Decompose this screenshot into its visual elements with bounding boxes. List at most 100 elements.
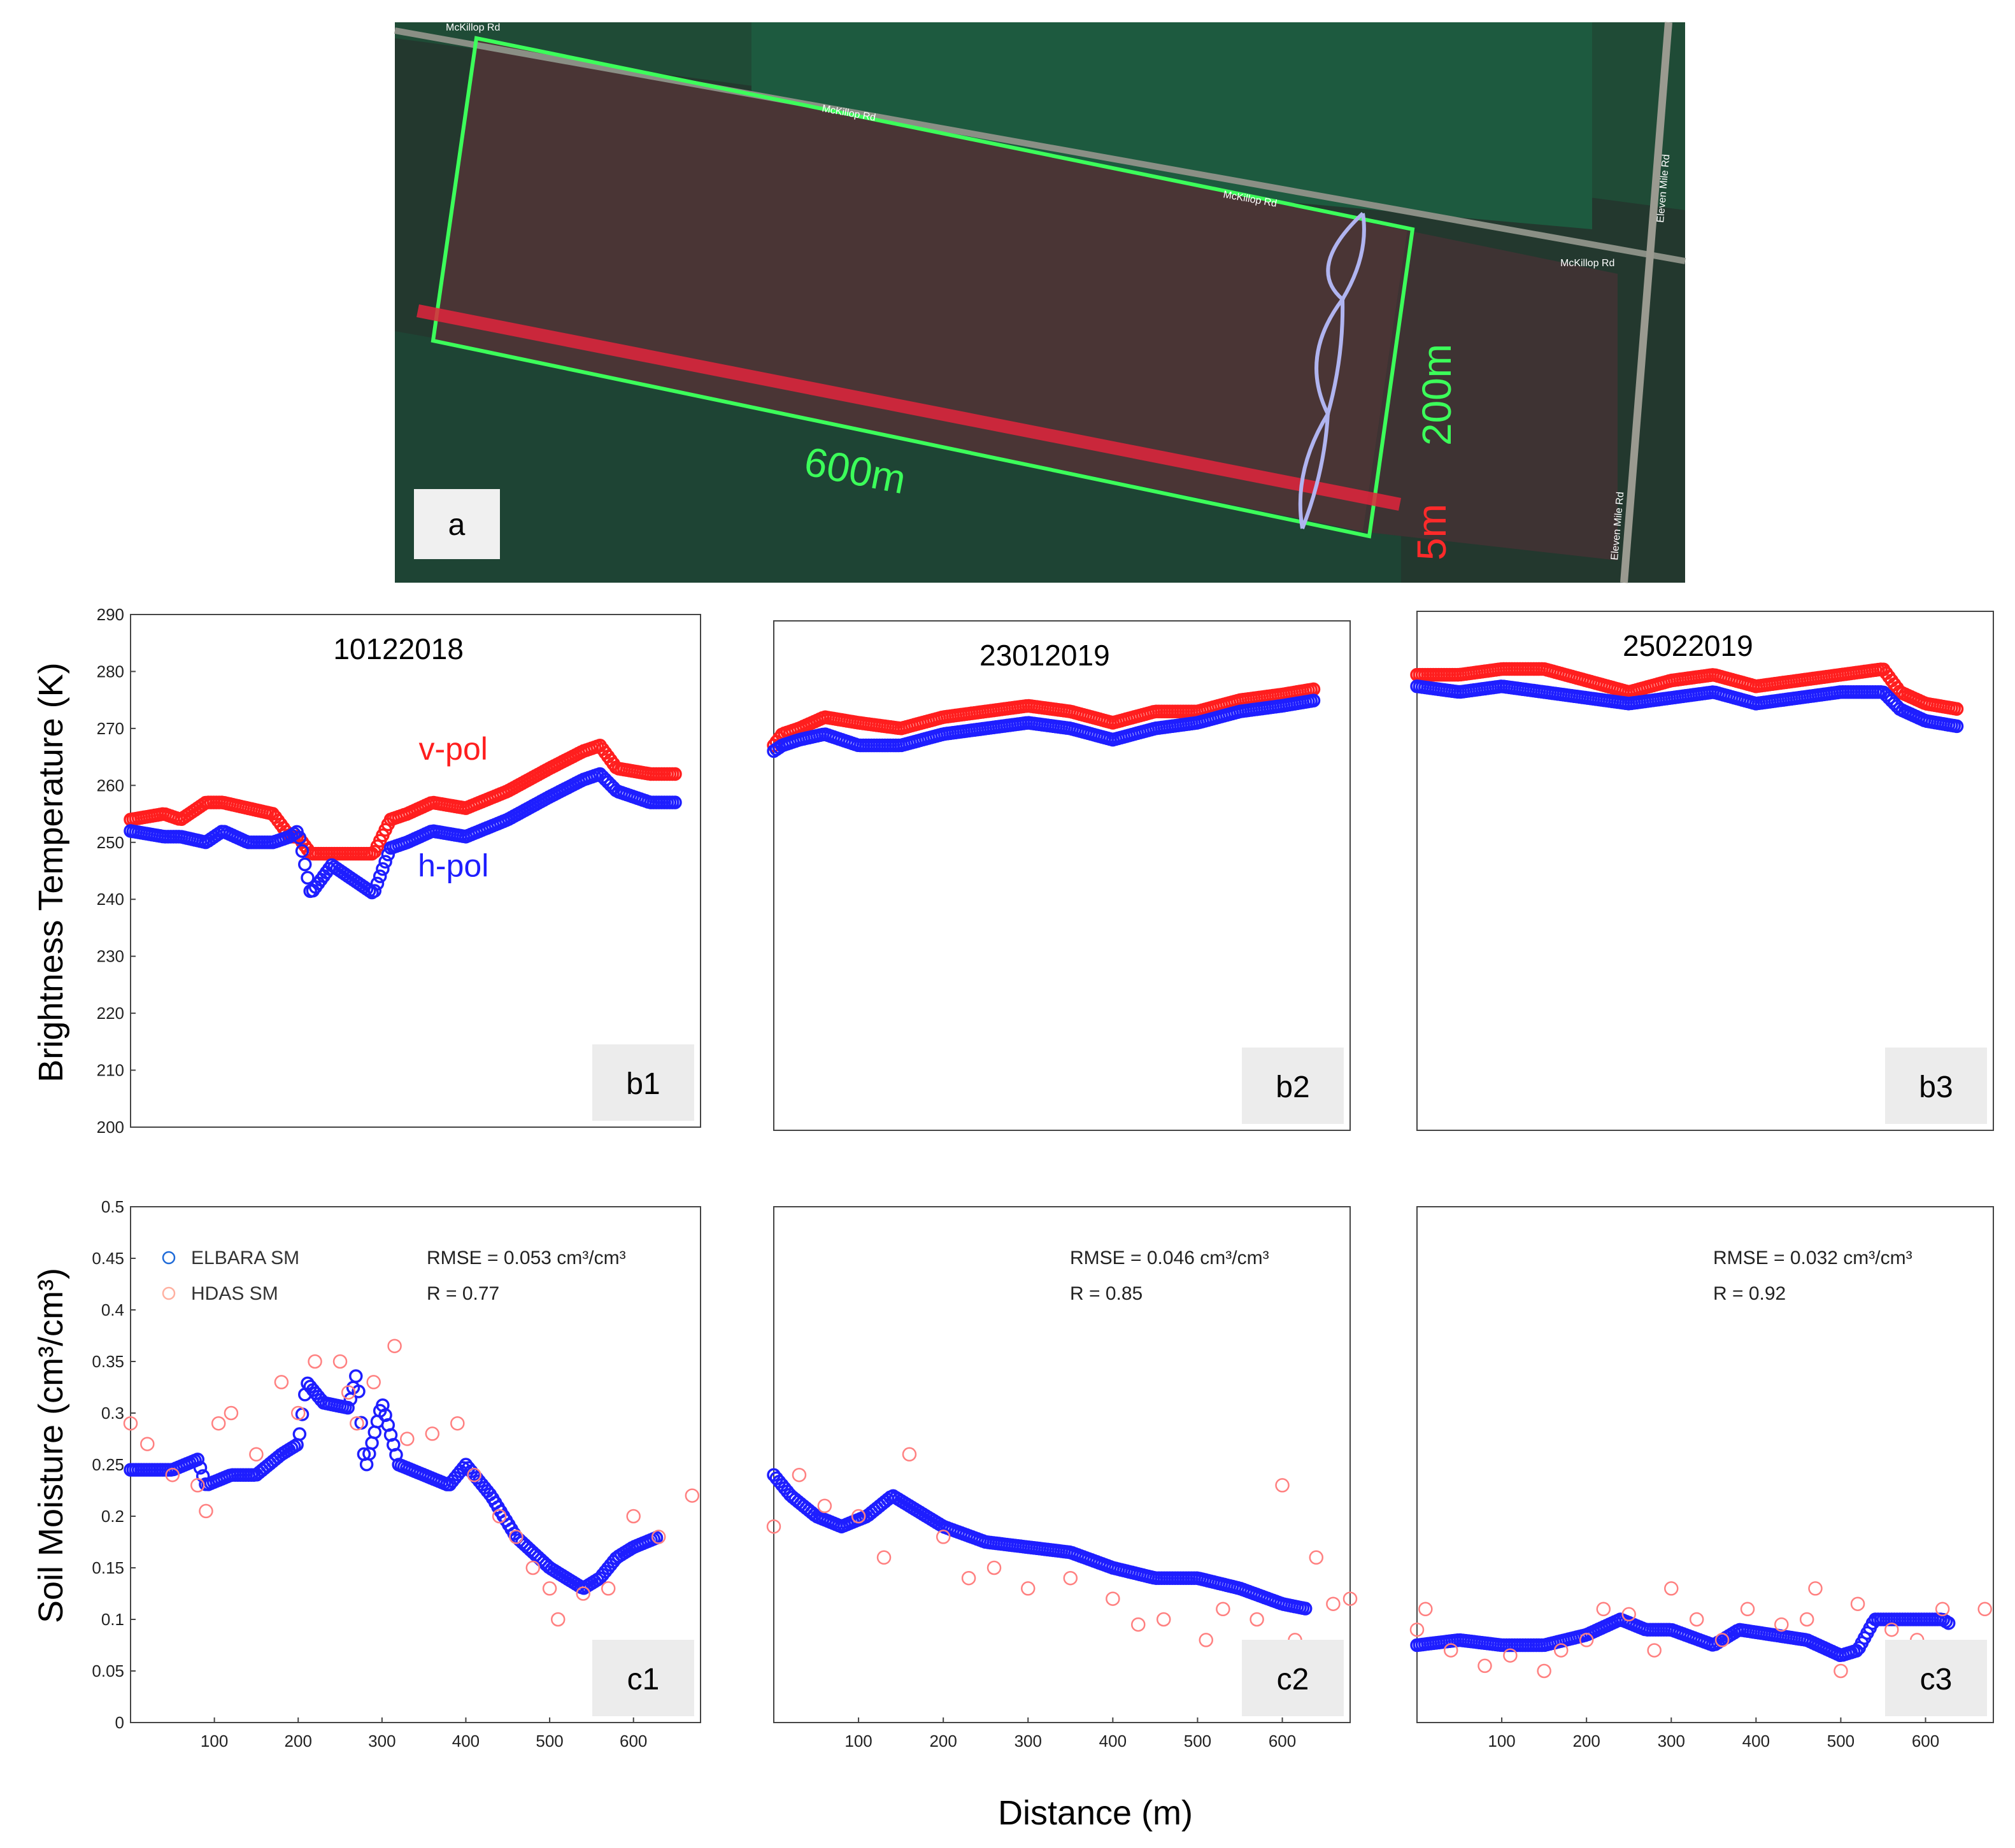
plot-b3: 25022019 b3 bbox=[1410, 611, 1994, 1131]
h-pol-label: h-pol bbox=[418, 848, 488, 883]
stats-text: R = 0.92 bbox=[1713, 1283, 1786, 1304]
data-point bbox=[341, 1400, 355, 1415]
data-point bbox=[1298, 1602, 1313, 1616]
data-point bbox=[341, 1385, 356, 1400]
data-point bbox=[792, 1467, 807, 1482]
data-point bbox=[190, 1453, 205, 1467]
legend-marker bbox=[162, 1251, 176, 1265]
data-point bbox=[366, 1375, 381, 1390]
data-point bbox=[1156, 1612, 1171, 1627]
data-point bbox=[1579, 1633, 1594, 1647]
data-point bbox=[685, 1488, 700, 1503]
y-tick-label: 270 bbox=[97, 719, 124, 738]
x-tick-label: 400 bbox=[1742, 1731, 1770, 1751]
data-point bbox=[292, 1427, 307, 1441]
plot-b2: 23012019 b2 bbox=[767, 620, 1351, 1131]
panel-label: b1 bbox=[626, 1067, 660, 1101]
series-v-pol bbox=[1410, 662, 1964, 716]
data-point bbox=[1443, 1643, 1458, 1658]
ylabel-brightness: Brightness Temperature (K) bbox=[32, 662, 70, 1082]
x-tick-label: 500 bbox=[1184, 1731, 1211, 1751]
panel-label-box bbox=[592, 1640, 694, 1716]
data-point bbox=[456, 1461, 471, 1475]
data-point bbox=[936, 1530, 951, 1544]
series-h-pol bbox=[767, 693, 1321, 758]
y-tick-label: 220 bbox=[97, 1004, 124, 1023]
y-tick-label: 240 bbox=[97, 890, 124, 909]
data-point bbox=[298, 857, 312, 872]
data-point bbox=[1689, 1612, 1704, 1627]
data-point bbox=[1941, 1616, 1956, 1630]
x-tick-label: 200 bbox=[1572, 1731, 1600, 1751]
x-tick-label: 300 bbox=[1015, 1731, 1042, 1751]
data-point bbox=[1306, 693, 1321, 707]
data-point bbox=[367, 884, 382, 898]
data-point bbox=[467, 1467, 481, 1482]
data-point bbox=[290, 1405, 306, 1421]
legend-label: ELBARA SM bbox=[191, 1247, 299, 1269]
data-point bbox=[817, 1498, 832, 1514]
road-label-4: McKillop Rd bbox=[1560, 258, 1614, 269]
y-tick-label: 210 bbox=[97, 1061, 124, 1080]
y-tick-label: 0.15 bbox=[92, 1558, 124, 1577]
series-h-pol bbox=[124, 767, 682, 900]
data-point bbox=[295, 844, 310, 858]
data-point bbox=[1596, 1602, 1611, 1617]
y-tick-label: 0.05 bbox=[92, 1661, 124, 1681]
data-point bbox=[370, 876, 385, 891]
stats-text: R = 0.77 bbox=[427, 1283, 499, 1304]
stats-text: RMSE = 0.053 cm³/cm³ bbox=[427, 1247, 626, 1269]
y-tick-label: 0.5 bbox=[101, 1197, 124, 1216]
pivot-irrigator-2 bbox=[1300, 213, 1366, 530]
panel-label: c1 bbox=[627, 1663, 660, 1696]
road-mckillop bbox=[394, 27, 1686, 264]
data-point bbox=[274, 1375, 289, 1390]
x-tick-label: 200 bbox=[285, 1731, 312, 1751]
y-tick-label: 290 bbox=[97, 605, 124, 624]
data-point bbox=[1977, 1602, 1992, 1617]
data-point bbox=[165, 1467, 180, 1482]
y-tick-label: 0.25 bbox=[92, 1455, 124, 1474]
x-tick-label: 500 bbox=[536, 1731, 563, 1751]
panel-label: b2 bbox=[1276, 1070, 1309, 1104]
data-point bbox=[387, 1339, 402, 1353]
strip-label: 5m bbox=[1409, 504, 1455, 560]
data-point bbox=[766, 1519, 781, 1534]
data-point bbox=[140, 1437, 155, 1451]
data-point bbox=[851, 1509, 866, 1524]
data-point bbox=[301, 871, 315, 885]
data-point bbox=[1808, 1581, 1823, 1596]
road-label-1: McKillop Rd bbox=[446, 22, 500, 33]
series-h-pol bbox=[1410, 679, 1964, 734]
data-point bbox=[1833, 1663, 1848, 1679]
data-point bbox=[902, 1447, 917, 1462]
data-point bbox=[1537, 1663, 1551, 1679]
x-tick-label: 300 bbox=[1658, 1731, 1685, 1751]
x-tick-label: 600 bbox=[1912, 1731, 1939, 1751]
data-point bbox=[1106, 1591, 1120, 1606]
panel-label-box bbox=[1885, 1048, 1987, 1124]
x-tick-label: 100 bbox=[844, 1731, 872, 1751]
data-point bbox=[1774, 1617, 1789, 1632]
data-point bbox=[961, 1570, 976, 1586]
series-v-pol bbox=[124, 738, 682, 861]
series-hdas-sm bbox=[766, 1447, 1358, 1647]
panel-label-box bbox=[1885, 1640, 1987, 1716]
data-point bbox=[224, 1405, 239, 1421]
data-point bbox=[373, 869, 387, 883]
data-point bbox=[211, 1416, 226, 1431]
data-point bbox=[1409, 1622, 1425, 1637]
data-point bbox=[1799, 1612, 1814, 1627]
panel-label-box bbox=[592, 1044, 694, 1121]
data-point bbox=[1063, 1570, 1078, 1586]
stats-text: RMSE = 0.032 cm³/cm³ bbox=[1713, 1247, 1912, 1269]
data-point bbox=[1664, 1581, 1679, 1596]
series-hdas-sm bbox=[123, 1339, 700, 1627]
x-tick-label: 600 bbox=[1269, 1731, 1296, 1751]
data-point bbox=[123, 1416, 138, 1431]
photo-panel: McKillop Rd McKillop Rd McKillop Rd McKi… bbox=[394, 22, 1686, 583]
x-tick-label: 200 bbox=[929, 1731, 957, 1751]
data-point bbox=[332, 1354, 348, 1369]
data-point bbox=[1949, 719, 1964, 734]
data-point bbox=[349, 1369, 363, 1383]
